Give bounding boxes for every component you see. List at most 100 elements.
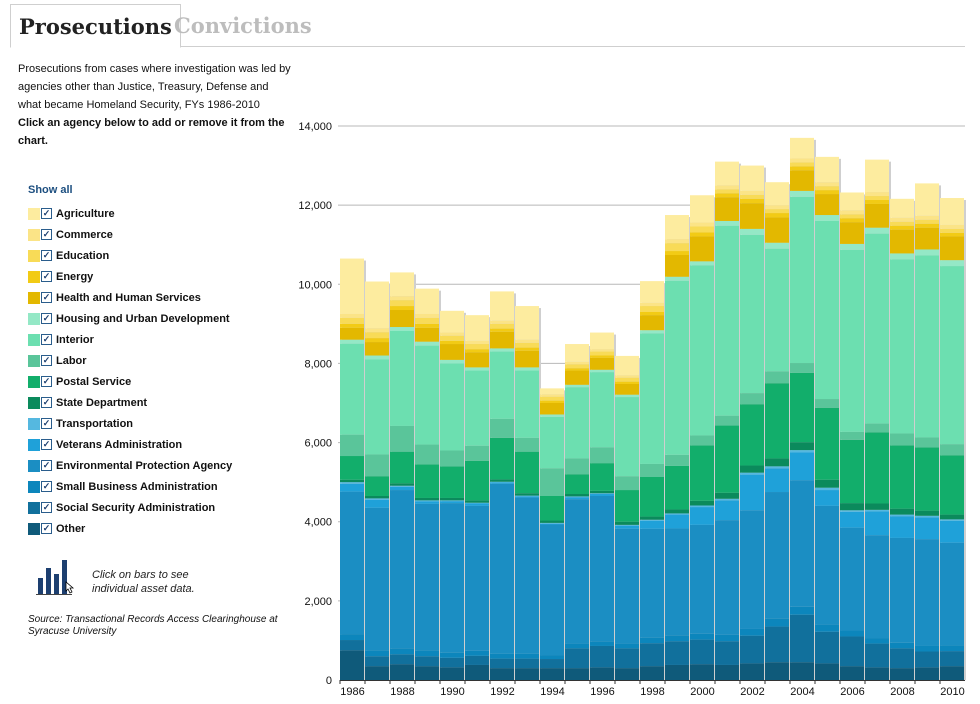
bar-segment[interactable] — [540, 668, 564, 680]
bar-segment[interactable] — [715, 492, 739, 499]
bar-segment[interactable] — [790, 166, 814, 171]
bar-2005[interactable] — [815, 156, 841, 680]
legend-item[interactable]: ✓ Education — [28, 245, 232, 266]
bar-2008[interactable] — [890, 198, 916, 680]
bar-segment[interactable] — [615, 643, 639, 649]
legend-item[interactable]: ✓ Transportation — [28, 413, 232, 434]
bar-segment[interactable] — [915, 255, 939, 438]
bar-segment[interactable] — [465, 505, 489, 651]
bar-segment[interactable] — [565, 474, 589, 495]
bar-segment[interactable] — [390, 451, 414, 484]
bar-segment[interactable] — [340, 258, 364, 314]
legend-item[interactable]: ✓ Housing and Urban Development — [28, 308, 232, 329]
bar-segment[interactable] — [565, 364, 589, 369]
bar-segment[interactable] — [390, 330, 414, 426]
bar-segment[interactable] — [815, 407, 839, 480]
bar-segment[interactable] — [615, 524, 639, 526]
bar-2010[interactable] — [940, 198, 966, 680]
bar-segment[interactable] — [790, 170, 814, 191]
bar-segment[interactable] — [840, 210, 864, 215]
bar-segment[interactable] — [890, 217, 914, 222]
legend-item[interactable]: ✓ Small Business Administration — [28, 476, 232, 497]
bar-segment[interactable] — [640, 315, 664, 331]
bar-segment[interactable] — [490, 437, 514, 480]
bar-segment[interactable] — [765, 626, 789, 663]
bar-1996[interactable] — [590, 332, 616, 680]
bar-segment[interactable] — [665, 215, 689, 240]
bar-segment[interactable] — [515, 496, 539, 498]
bar-1997[interactable] — [615, 355, 641, 680]
legend-item[interactable]: ✓ Social Security Administration — [28, 497, 232, 518]
bar-segment[interactable] — [340, 456, 364, 480]
bar-segment[interactable] — [690, 664, 714, 680]
bar-segment[interactable] — [890, 445, 914, 509]
bar-segment[interactable] — [740, 474, 764, 511]
bar-segment[interactable] — [615, 668, 639, 680]
bar-segment[interactable] — [890, 668, 914, 680]
bar-segment[interactable] — [390, 664, 414, 680]
bar-segment[interactable] — [565, 497, 589, 500]
bar-segment[interactable] — [390, 272, 414, 297]
bar-segment[interactable] — [615, 394, 639, 398]
bar-segment[interactable] — [540, 400, 564, 403]
bar-1993[interactable] — [515, 306, 541, 680]
bar-segment[interactable] — [390, 485, 414, 487]
bar-segment[interactable] — [540, 388, 564, 395]
bar-segment[interactable] — [640, 330, 664, 334]
bar-segment[interactable] — [765, 458, 789, 467]
bar-segment[interactable] — [890, 433, 914, 446]
bar-segment[interactable] — [365, 650, 389, 657]
bar-segment[interactable] — [515, 370, 539, 438]
bar-2007[interactable] — [865, 159, 891, 680]
legend-checkbox[interactable]: ✓ — [41, 229, 52, 240]
bar-segment[interactable] — [790, 162, 814, 167]
bar-segment[interactable] — [840, 218, 864, 223]
bar-segment[interactable] — [615, 521, 639, 525]
bar-segment[interactable] — [365, 495, 389, 499]
bar-segment[interactable] — [440, 667, 464, 680]
bar-segment[interactable] — [415, 464, 439, 498]
bar-segment[interactable] — [490, 291, 514, 321]
bar-segment[interactable] — [665, 239, 689, 244]
bar-segment[interactable] — [590, 463, 614, 491]
bar-segment[interactable] — [815, 186, 839, 191]
legend-checkbox[interactable]: ✓ — [41, 334, 52, 345]
bar-1987[interactable] — [365, 281, 391, 680]
bar-segment[interactable] — [790, 606, 814, 615]
bar-segment[interactable] — [740, 465, 764, 473]
bar-segment[interactable] — [590, 495, 614, 642]
bar-segment[interactable] — [765, 618, 789, 627]
bar-segment[interactable] — [640, 519, 664, 521]
bar-segment[interactable] — [440, 657, 464, 668]
bar-segment[interactable] — [640, 643, 664, 667]
bar-segment[interactable] — [440, 359, 464, 364]
bar-segment[interactable] — [740, 663, 764, 680]
bar-segment[interactable] — [765, 217, 789, 243]
bar-segment[interactable] — [515, 451, 539, 494]
bar-segment[interactable] — [940, 455, 964, 515]
bar-segment[interactable] — [890, 221, 914, 226]
bar-segment[interactable] — [865, 196, 889, 200]
bar-segment[interactable] — [715, 197, 739, 221]
bar-segment[interactable] — [640, 528, 664, 638]
legend-checkbox[interactable]: ✓ — [41, 292, 52, 303]
bar-segment[interactable] — [715, 500, 739, 521]
bar-1999[interactable] — [665, 215, 691, 680]
bar-segment[interactable] — [415, 503, 439, 651]
bar-segment[interactable] — [340, 634, 364, 641]
bar-segment[interactable] — [915, 447, 939, 511]
bar-segment[interactable] — [940, 260, 964, 267]
bar-segment[interactable] — [440, 497, 464, 501]
bar-segment[interactable] — [915, 227, 939, 250]
bar-segment[interactable] — [840, 439, 864, 504]
bar-segment[interactable] — [740, 228, 764, 235]
bar-segment[interactable] — [540, 403, 564, 415]
bar-segment[interactable] — [565, 384, 589, 388]
bar-segment[interactable] — [490, 320, 514, 324]
bar-segment[interactable] — [515, 495, 539, 497]
bar-2003[interactable] — [765, 182, 791, 680]
bar-segment[interactable] — [915, 437, 939, 448]
bar-segment[interactable] — [740, 628, 764, 636]
bar-segment[interactable] — [365, 332, 389, 339]
legend-checkbox[interactable]: ✓ — [41, 397, 52, 408]
